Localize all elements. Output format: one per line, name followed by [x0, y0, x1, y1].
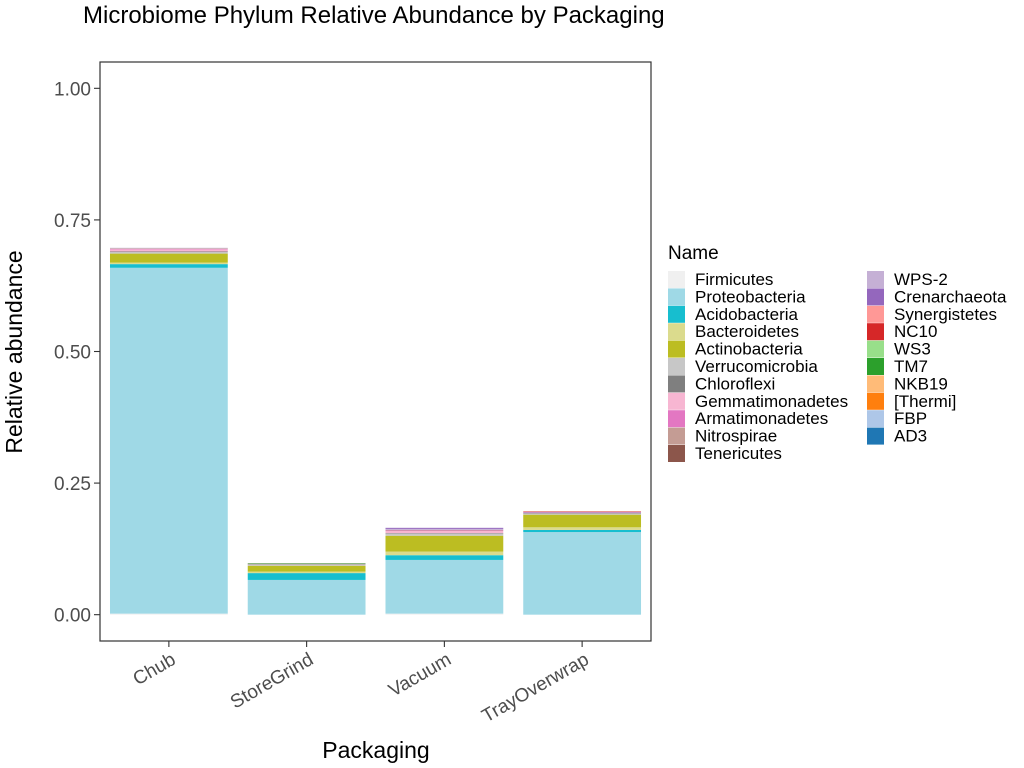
legend-label: Tenericutes — [695, 444, 782, 463]
legend-label: NC10 — [894, 322, 937, 341]
bar-segment — [385, 613, 504, 615]
bar-segment — [385, 551, 504, 556]
x-tick-label: Chub — [130, 649, 180, 690]
bar-segment — [247, 563, 366, 565]
legend-label: Firmicutes — [695, 270, 773, 289]
legend-key — [867, 323, 884, 341]
legend-key — [668, 271, 685, 288]
legend-key — [867, 271, 884, 288]
legend-key — [668, 323, 685, 341]
legend-key — [867, 427, 884, 445]
legend-label: WPS-2 — [894, 270, 948, 289]
bar-segment — [385, 555, 504, 560]
bar-segment — [523, 513, 642, 515]
legend-key — [867, 392, 884, 410]
bar-segment — [523, 532, 642, 615]
chart-title: Microbiome Phylum Relative Abundance by … — [83, 2, 665, 29]
bar-segment — [109, 264, 228, 268]
legend-key — [668, 392, 685, 410]
bar-segment — [109, 262, 228, 265]
y-tick-label: 0.25 — [54, 474, 91, 495]
bar-segment — [247, 564, 366, 566]
bar-segment — [385, 529, 504, 531]
x-tick-label: Vacuum — [385, 649, 455, 701]
bar-segment — [523, 511, 642, 513]
bar-segment — [109, 251, 228, 253]
bar-segment — [109, 249, 228, 252]
bar-segment — [523, 512, 642, 514]
bar-segment — [247, 573, 366, 580]
legend-key — [867, 288, 884, 306]
legend: Name FirmicutesProteobacteriaAcidobacter… — [668, 243, 1007, 463]
bar-segment — [247, 565, 366, 572]
bar-segment — [109, 267, 228, 614]
legend-label: AD3 — [894, 427, 927, 446]
y-tick-label: 0.50 — [54, 343, 91, 364]
x-axis-title: Packaging — [322, 737, 429, 763]
bar-segment — [109, 253, 228, 263]
legend-label: FBP — [894, 409, 927, 428]
legend-label: Actinobacteria — [695, 340, 803, 359]
bar-segment — [523, 513, 642, 514]
legend-label: [Thermi] — [894, 392, 956, 411]
bar-segment — [247, 571, 366, 574]
bar-segment — [523, 529, 642, 533]
legend-label: Nitrospirae — [695, 427, 777, 446]
legend-label: Proteobacteria — [695, 287, 806, 306]
legend-label: Crenarchaeota — [894, 287, 1007, 306]
legend-key — [668, 288, 685, 306]
legend-label: WS3 — [894, 340, 931, 359]
x-tick-label: StoreGrind — [227, 649, 317, 713]
bar-segment — [109, 252, 228, 254]
legend-key — [668, 358, 685, 375]
bar-segment — [523, 512, 642, 513]
legend-key — [668, 375, 685, 393]
x-tick-label: TrayOverwrap — [478, 649, 592, 727]
legend-key — [668, 410, 685, 428]
legend-label: Gemmatimonadetes — [695, 392, 848, 411]
bar-segment — [385, 530, 504, 534]
bar-segment — [385, 533, 504, 536]
legend-title: Name — [668, 243, 719, 264]
legend-key — [668, 445, 685, 462]
bar-segment — [385, 527, 504, 529]
y-tick-label: 1.00 — [54, 79, 91, 100]
y-axis-title: Relative abundance — [1, 250, 27, 453]
legend-label: NKB19 — [894, 374, 948, 393]
legend-label: Bacteroidetes — [695, 322, 799, 341]
y-tick-label: 0.00 — [54, 606, 91, 627]
bar-segment — [385, 528, 504, 530]
y-tick-label: 0.75 — [54, 211, 91, 232]
legend-key — [668, 427, 685, 445]
legend-label: Synergistetes — [894, 305, 997, 324]
legend-label: Verrucomicrobia — [695, 357, 818, 376]
legend-label: Chloroflexi — [695, 374, 775, 393]
bar-segment — [385, 533, 504, 534]
legend-key — [867, 358, 884, 375]
legend-label: TM7 — [894, 357, 928, 376]
bar-segment — [523, 527, 642, 530]
legend-label: Acidobacteria — [695, 305, 799, 324]
bar-segment — [109, 248, 228, 250]
legend-key — [867, 375, 884, 393]
legend-key — [867, 340, 884, 358]
bar-segment — [109, 247, 228, 249]
bar-segment — [247, 564, 366, 565]
bar-segment — [109, 248, 228, 249]
bar-segment — [247, 579, 366, 615]
bar-segment — [385, 530, 504, 531]
legend-key — [668, 340, 685, 358]
plot-area — [109, 247, 642, 615]
bar-segment — [109, 613, 228, 615]
legend-label: Armatimonadetes — [695, 409, 828, 428]
bar-segment — [523, 514, 642, 528]
legend-key — [867, 410, 884, 428]
legend-key — [867, 305, 884, 323]
bar-segment — [385, 535, 504, 552]
bar-segment — [247, 563, 366, 564]
bar-segment — [385, 559, 504, 614]
legend-key — [668, 305, 685, 323]
